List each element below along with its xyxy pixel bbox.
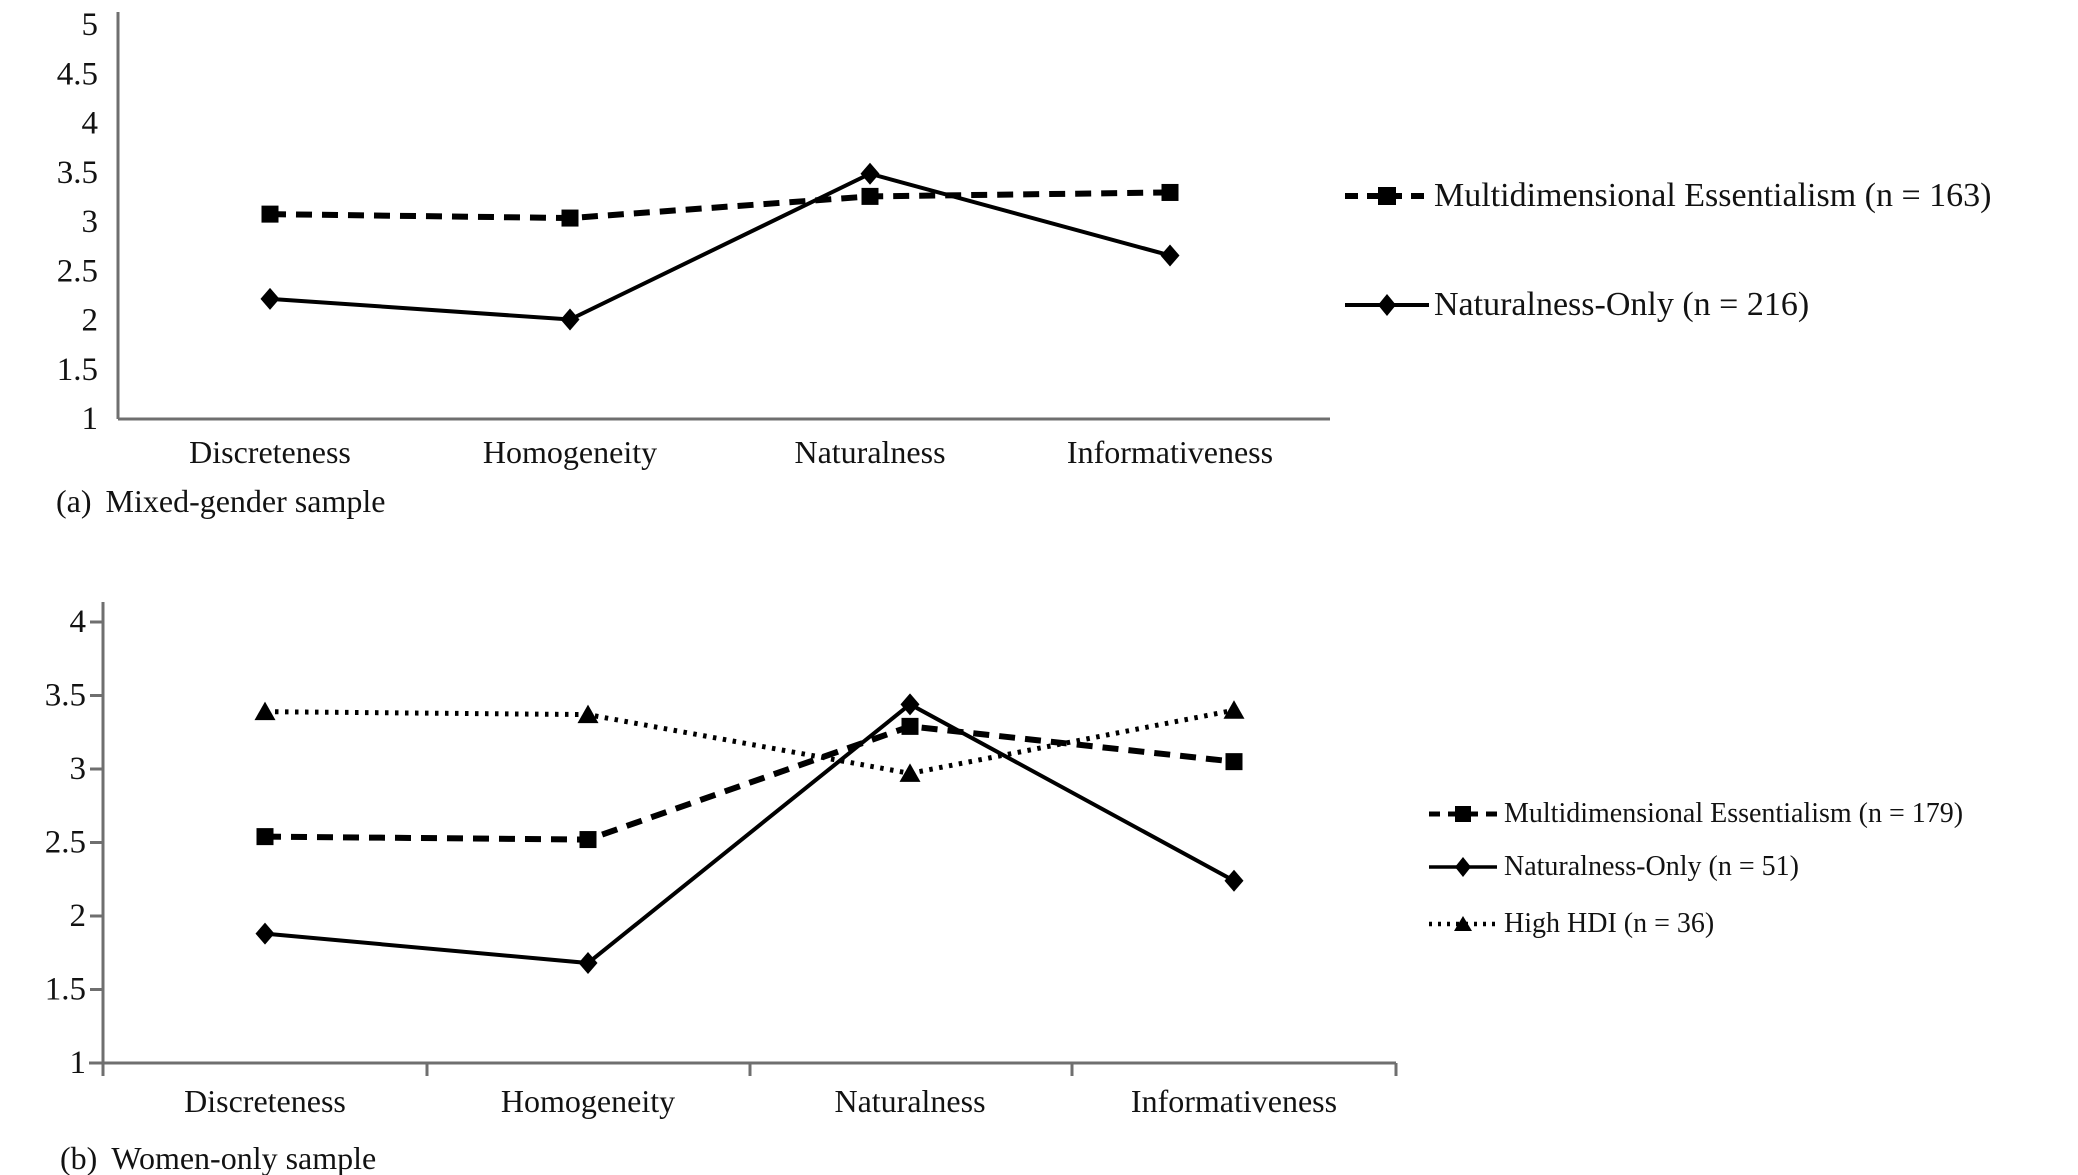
x-category-label: Discreteness bbox=[184, 1083, 346, 1119]
legend-sample-solid-diamond-icon bbox=[1429, 857, 1497, 877]
x-category-label: Discreteness bbox=[189, 434, 351, 470]
legend-label: Naturalness-Only (n = 51) bbox=[1504, 851, 1799, 882]
y-tick-label: 4.5 bbox=[57, 56, 98, 92]
marker-square bbox=[1225, 753, 1243, 771]
caption-a-text: Mixed-gender sample bbox=[105, 483, 386, 519]
series-line-square bbox=[269, 189, 1171, 222]
legend-sample-dotted-triangle-icon bbox=[1429, 916, 1497, 931]
legend-entry-multidimensional-essentialism-a: Multidimensional Essentialism (n = 163) bbox=[1344, 170, 1991, 222]
marker-diamond bbox=[260, 287, 280, 310]
marker-diamond bbox=[1224, 869, 1244, 892]
legend-label: High HDI (n = 36) bbox=[1504, 908, 1715, 939]
marker-diamond bbox=[900, 693, 920, 716]
x-category-label: Informativeness bbox=[1131, 1083, 1337, 1119]
marker-square bbox=[579, 831, 597, 849]
marker-square bbox=[261, 205, 279, 223]
y-tick-label: 3 bbox=[82, 204, 99, 240]
y-tick-label: 1.5 bbox=[57, 352, 98, 388]
y-tick-label: 2.5 bbox=[45, 825, 86, 861]
caption-a-label: (a) bbox=[56, 483, 92, 519]
legend-label: Multidimensional Essentialism (n = 179) bbox=[1504, 798, 1964, 829]
caption-b-text: Women-only sample bbox=[111, 1140, 377, 1175]
marker-diamond bbox=[560, 308, 580, 331]
legend-label: Multidimensional Essentialism (n = 163) bbox=[1434, 177, 1992, 214]
caption-b-label: (b) bbox=[60, 1140, 98, 1175]
y-tick-label: 1 bbox=[82, 401, 99, 437]
x-category-label: Informativeness bbox=[1067, 434, 1273, 470]
y-tick-label: 5 bbox=[82, 7, 99, 43]
legend-entry-high-hdi-b: High HDI (n = 36) bbox=[1428, 907, 1714, 941]
y-tick-label: 1 bbox=[70, 1045, 87, 1081]
y-tick-label: 4 bbox=[70, 604, 87, 640]
y-tick-label: 3.5 bbox=[45, 678, 86, 714]
marker-triangle bbox=[577, 704, 599, 724]
series-line-diamond bbox=[264, 701, 1235, 966]
marker-square bbox=[561, 209, 579, 227]
legend-sample-solid-diamond-icon bbox=[1345, 294, 1429, 316]
y-tick-label: 1.5 bbox=[45, 972, 86, 1008]
marker-diamond bbox=[860, 162, 880, 185]
x-category-label: Homogeneity bbox=[501, 1083, 675, 1119]
series-line-triangle bbox=[264, 707, 1235, 776]
x-category-label: Naturalness bbox=[794, 434, 945, 470]
y-tick-label: 3.5 bbox=[57, 155, 98, 191]
marker-square bbox=[256, 828, 274, 846]
y-tick-label: 2.5 bbox=[57, 253, 98, 289]
series-line-diamond bbox=[269, 171, 1171, 322]
x-category-label: Naturalness bbox=[834, 1083, 985, 1119]
marker-diamond bbox=[255, 922, 275, 945]
marker-square bbox=[1161, 183, 1179, 201]
marker-triangle bbox=[1223, 700, 1245, 719]
series-line-square bbox=[264, 723, 1235, 843]
marker-square bbox=[861, 187, 879, 205]
caption-a: (a) Mixed-gender sample bbox=[56, 483, 385, 520]
caption-b: (b) Women-only sample bbox=[60, 1140, 376, 1175]
y-tick-label: 2 bbox=[70, 898, 87, 934]
marker-triangle bbox=[899, 763, 921, 782]
legend-entry-naturalness-only-b: Naturalness-Only (n = 51) bbox=[1428, 850, 1799, 884]
y-tick-label: 3 bbox=[70, 751, 87, 787]
marker-diamond bbox=[578, 952, 598, 975]
legend-entry-naturalness-only-a: Naturalness-Only (n = 216) bbox=[1344, 279, 1809, 331]
legend-sample-dashed-square-icon bbox=[1429, 806, 1497, 822]
legend-label: Naturalness-Only (n = 216) bbox=[1434, 286, 1810, 323]
y-tick-label: 2 bbox=[82, 303, 99, 339]
x-category-label: Homogeneity bbox=[483, 434, 657, 470]
legend-sample-dashed-square-icon bbox=[1345, 187, 1429, 205]
legend-entry-multidimensional-essentialism-b: Multidimensional Essentialism (n = 179) bbox=[1428, 797, 1963, 831]
marker-square bbox=[901, 717, 919, 735]
y-tick-label: 4 bbox=[82, 106, 99, 142]
marker-triangle bbox=[254, 701, 276, 721]
marker-diamond bbox=[1160, 244, 1180, 267]
